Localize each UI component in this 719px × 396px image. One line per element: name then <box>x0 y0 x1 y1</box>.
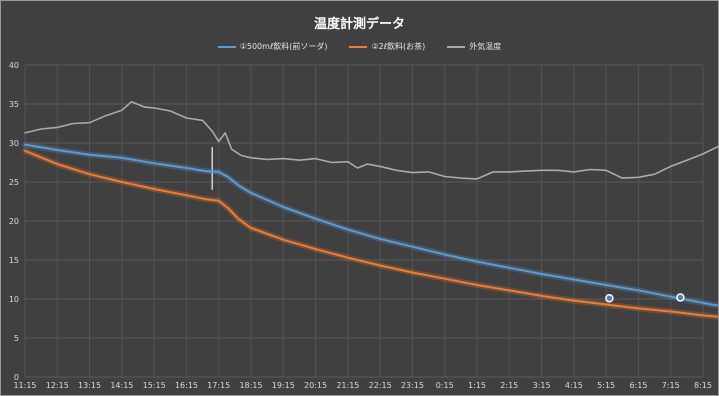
legend-item-series-1: ①500mℓ飲料(前ソーダ) <box>217 41 328 52</box>
legend-swatch-series-2 <box>349 45 368 48</box>
x-tick-label: 1:15 <box>468 381 486 390</box>
x-tick-label: 15:15 <box>143 381 166 390</box>
legend-item-series-2: ②2ℓ飲料(お茶) <box>349 41 425 52</box>
y-tick-label: 30 <box>9 139 19 148</box>
series-line-2 <box>24 149 718 318</box>
y-tick-label: 0 <box>14 373 19 382</box>
y-tick-label: 40 <box>9 61 19 70</box>
legend-swatch-series-1 <box>217 45 236 48</box>
data-marker <box>605 293 614 303</box>
x-tick-label: 3:15 <box>533 381 551 390</box>
x-tick-label: 6:15 <box>629 381 647 390</box>
x-tick-label: 8:15 <box>694 381 712 390</box>
legend-item-series-3: 外気温度 <box>447 41 501 52</box>
chart-title: 温度計測データ <box>313 17 405 32</box>
x-tick-label: 7:15 <box>662 381 680 390</box>
x-tick-label: 2:15 <box>500 381 518 390</box>
x-tick-label: 11:15 <box>13 381 36 390</box>
x-tick-label: 4:15 <box>565 381 583 390</box>
legend-label-series-2: ②2ℓ飲料(お茶) <box>371 42 426 51</box>
x-tick-label: 5:15 <box>597 381 615 390</box>
y-tick-label: 15 <box>9 256 19 265</box>
x-tick-label: 0:15 <box>436 381 454 390</box>
x-tick-label: 13:15 <box>78 381 101 390</box>
series-line-glow-1 <box>22 141 718 309</box>
x-tick-label: 12:15 <box>46 381 69 390</box>
y-tick-label: 25 <box>9 178 19 187</box>
y-tick-label: 10 <box>9 295 19 304</box>
legend: ①500mℓ飲料(前ソーダ) ②2ℓ飲料(お茶) 外気温度 <box>1 41 718 52</box>
series-line-1 <box>24 143 718 307</box>
x-tick-label: 18:15 <box>239 381 262 390</box>
legend-swatch-series-3 <box>447 45 466 48</box>
x-tick-label: 19:15 <box>272 381 295 390</box>
x-tick-label: 20:15 <box>304 381 327 390</box>
legend-label-series-1: ①500mℓ飲料(前ソーダ) <box>239 42 328 51</box>
series-line-3 <box>24 100 718 180</box>
y-tick-label: 20 <box>9 217 19 226</box>
y-tick-label: 35 <box>9 100 19 109</box>
x-tick-label: 23:15 <box>401 381 424 390</box>
legend-label-series-3: 外気温度 <box>469 42 502 51</box>
data-marker <box>676 293 685 302</box>
x-tick-label: 21:15 <box>336 381 359 390</box>
x-tick-label: 14:15 <box>110 381 133 390</box>
x-tick-label: 17:15 <box>207 381 230 390</box>
y-tick-label: 5 <box>14 334 19 343</box>
x-tick-label: 22:15 <box>369 381 392 390</box>
x-tick-label: 16:15 <box>175 381 198 390</box>
